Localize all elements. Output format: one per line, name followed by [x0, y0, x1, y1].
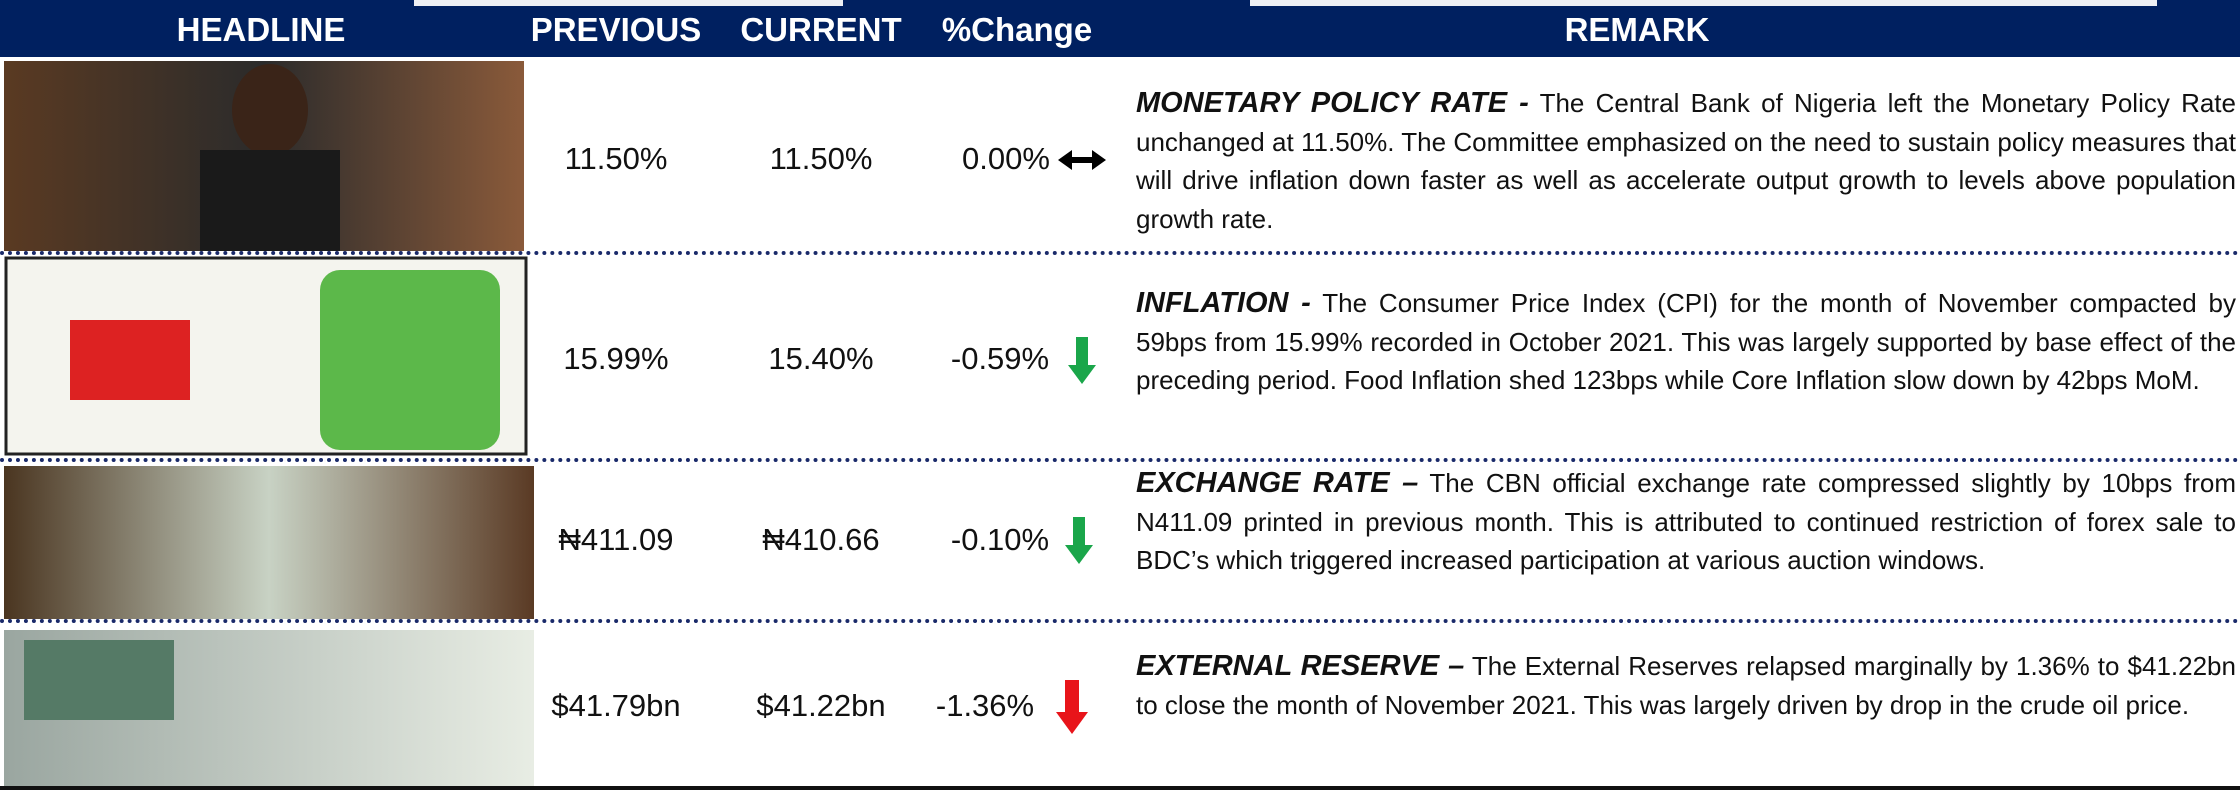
row-divider — [0, 458, 2240, 462]
neutral-arrow — [1058, 150, 1106, 170]
remark: MONETARY POLICY RATE - The Central Bank … — [1136, 84, 2236, 238]
row-divider — [0, 251, 2240, 255]
current-value: 11.50% — [769, 141, 873, 176]
remark-text: The Central Bank of Nigeria left the Mon… — [1136, 88, 2236, 234]
current-value: ₦410.66 — [762, 522, 880, 557]
remark-text: The Consumer Price Index (CPI) for the m… — [1136, 288, 2236, 396]
previous-value: 11.50% — [564, 141, 668, 176]
previous-value: 15.99% — [563, 341, 669, 376]
header-cell: CURRENT — [740, 11, 902, 48]
cartoon-detail — [320, 270, 500, 450]
photo — [4, 466, 534, 619]
photo-detail — [232, 64, 308, 156]
remark-title: EXCHANGE RATE – — [1136, 467, 1419, 499]
current-value: $41.22bn — [756, 688, 886, 723]
previous-value: ₦411.09 — [558, 522, 674, 557]
down-arrow — [1056, 680, 1088, 734]
down-arrow — [1068, 337, 1096, 384]
remark: EXTERNAL RESERVE – The External Reserves… — [1136, 647, 2236, 724]
header-cell: HEADLINE — [176, 11, 346, 48]
remark-text: The External Reserves relapsed marginall… — [1136, 651, 2236, 720]
row-divider — [0, 619, 2240, 623]
bottom-border — [0, 786, 2240, 790]
header-cell: %Change — [941, 11, 1093, 48]
remark-title: MONETARY POLICY RATE - — [1136, 87, 1529, 119]
header-cell: REMARK — [1564, 11, 1710, 48]
header-strip — [414, 0, 843, 6]
remark-title: INFLATION - — [1136, 287, 1311, 319]
header-cell: PREVIOUS — [530, 11, 702, 48]
remark-title: EXTERNAL RESERVE – — [1136, 650, 1465, 682]
photo-detail — [200, 150, 340, 251]
change-value: -1.36% — [935, 688, 1035, 723]
header-bar — [0, 0, 2240, 57]
photo-detail — [24, 640, 174, 720]
change-value: -0.59% — [950, 341, 1050, 376]
previous-value: $41.79bn — [551, 688, 681, 723]
remark: INFLATION - The Consumer Price Index (CP… — [1136, 284, 2236, 400]
remark: EXCHANGE RATE – The CBN official exchang… — [1136, 464, 2236, 580]
change-value: 0.00% — [962, 141, 1050, 176]
change-value: -0.10% — [950, 522, 1050, 557]
cartoon-detail — [70, 320, 190, 400]
current-value: 15.40% — [768, 341, 874, 376]
remark-text: The CBN official exchange rate compresse… — [1136, 468, 2236, 576]
down-arrow — [1065, 517, 1093, 564]
header-strip — [1250, 0, 2157, 6]
